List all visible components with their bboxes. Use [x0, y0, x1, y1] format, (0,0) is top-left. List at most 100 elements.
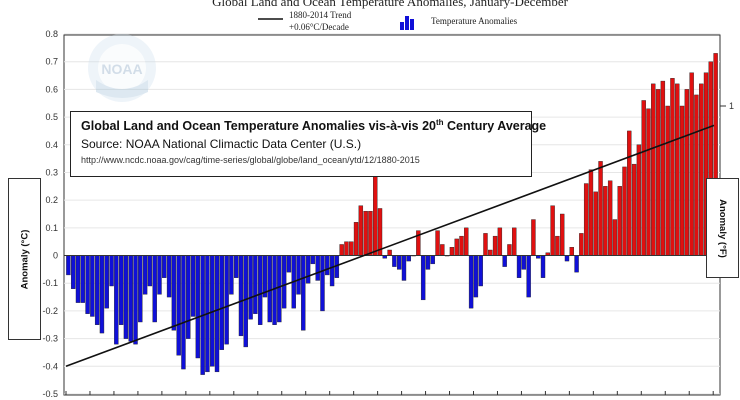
bar-1957	[435, 230, 440, 256]
bar-1991	[598, 161, 603, 256]
bar-1913	[224, 255, 229, 345]
bar-1983	[559, 213, 565, 256]
bar-1943	[368, 211, 373, 256]
bar-1970	[497, 227, 503, 256]
bar-1950	[401, 255, 407, 281]
bar-1918	[248, 255, 253, 320]
y-tick-label: 0.5	[45, 112, 58, 122]
bar-1889	[109, 255, 114, 287]
y-tick-label: -0.4	[42, 361, 58, 371]
bar-2006	[670, 78, 675, 256]
bar-1954	[420, 255, 426, 301]
y-tick-label: 0.8	[45, 29, 58, 39]
bar-1940	[353, 222, 359, 256]
bar-1911	[214, 255, 220, 373]
bar-1926	[286, 255, 292, 273]
bar-1989	[588, 169, 594, 256]
legend-bars-label: Temperature Anomalies	[431, 16, 518, 26]
bar-1880	[66, 255, 71, 276]
bar-1968	[488, 249, 493, 256]
bar-1933	[320, 255, 325, 312]
bar-1890	[114, 255, 119, 345]
bar-1951	[406, 255, 411, 262]
y-tick-label: 0.1	[45, 223, 58, 233]
bar-1982	[555, 235, 560, 256]
bar-1923	[272, 255, 277, 325]
bar-1975	[521, 255, 527, 270]
bars	[66, 53, 718, 375]
bar-1882	[75, 255, 81, 303]
bar-1903	[176, 255, 181, 356]
bar-2001	[646, 108, 651, 256]
bar-2005	[665, 105, 670, 256]
bar-1891	[118, 255, 124, 325]
info-box-headline: Global Land and Ocean Temperature Anomal…	[81, 118, 547, 134]
bar-1935	[329, 255, 335, 287]
bar-1906	[190, 255, 196, 317]
bar-1931	[310, 255, 316, 265]
bar-2009	[684, 89, 690, 256]
bar-1972	[507, 244, 512, 256]
bar-1986	[574, 255, 579, 273]
bar-1955	[425, 255, 431, 270]
bar-1990	[593, 191, 598, 256]
y-tick-label: 0.2	[45, 195, 58, 205]
bar-1885	[90, 255, 95, 317]
bar-1921	[262, 255, 268, 298]
bar-1938	[344, 241, 349, 256]
bar-1905	[186, 255, 191, 339]
info-box-url: http://www.ncdc.noaa.gov/cag/time-series…	[81, 155, 420, 166]
bar-2004	[660, 80, 666, 256]
bar-1979	[540, 255, 546, 278]
right-axis-tick-1: 1	[729, 101, 734, 111]
bar-1928	[296, 255, 301, 295]
bar-1900	[162, 255, 167, 278]
legend-trend-label-line2: +0.06°C/Decade	[289, 22, 349, 32]
bar-1907	[195, 255, 201, 359]
bar-1942	[363, 211, 368, 256]
bar-1992	[603, 186, 608, 256]
y-axis-ticks: 0.8 0.7 0.6 0.5 0.4 0.3 0.2 0.1 0 -0.1 -0.2 -0.3 -0.…	[42, 29, 58, 399]
bar-1937	[339, 244, 344, 256]
bar-1985	[569, 247, 574, 256]
noaa-logo-text: NOAA	[101, 61, 142, 77]
bar-1917	[243, 255, 248, 348]
y-tick-label: 0.6	[45, 84, 58, 94]
bar-2000	[641, 100, 646, 256]
bar-1915	[233, 255, 239, 278]
bar-1965	[473, 255, 479, 298]
bar-2003	[655, 89, 661, 256]
bar-2007	[675, 83, 680, 256]
bar-1993	[607, 180, 613, 256]
bar-1897	[147, 255, 153, 287]
y-tick-label: 0.3	[45, 167, 58, 177]
legend: 1880-2014 Trend +0.06°C/Decade Temperatu…	[258, 10, 518, 32]
bar-2010	[689, 72, 694, 256]
bar-1898	[152, 255, 157, 323]
bar-1916	[238, 255, 244, 337]
bar-1997	[627, 130, 632, 256]
y-tick-label: 0	[53, 251, 58, 261]
bar-1941	[358, 205, 364, 256]
bar-1892	[123, 255, 129, 339]
y-tick-label: 0.4	[45, 140, 58, 150]
bar-1964	[468, 255, 474, 309]
bar-1984	[564, 255, 570, 262]
bar-1963	[464, 227, 469, 256]
y-tick-label: -0.2	[42, 306, 58, 316]
bar-1896	[142, 255, 148, 295]
bar-1930	[305, 255, 311, 284]
bar-1881	[70, 255, 76, 289]
bar-1934	[325, 255, 330, 276]
bar-1888	[104, 255, 109, 309]
bar-1987	[579, 233, 584, 256]
bar-1956	[430, 255, 435, 265]
bar-1924	[277, 255, 282, 323]
bar-1962	[459, 235, 464, 256]
x-axis-ticks	[65, 391, 714, 395]
bar-2011	[694, 94, 699, 256]
noaa-logo: NOAA	[88, 34, 156, 102]
y-tick-label: 0.7	[45, 57, 58, 67]
trend-line	[65, 124, 715, 368]
bar-1901	[166, 255, 172, 298]
